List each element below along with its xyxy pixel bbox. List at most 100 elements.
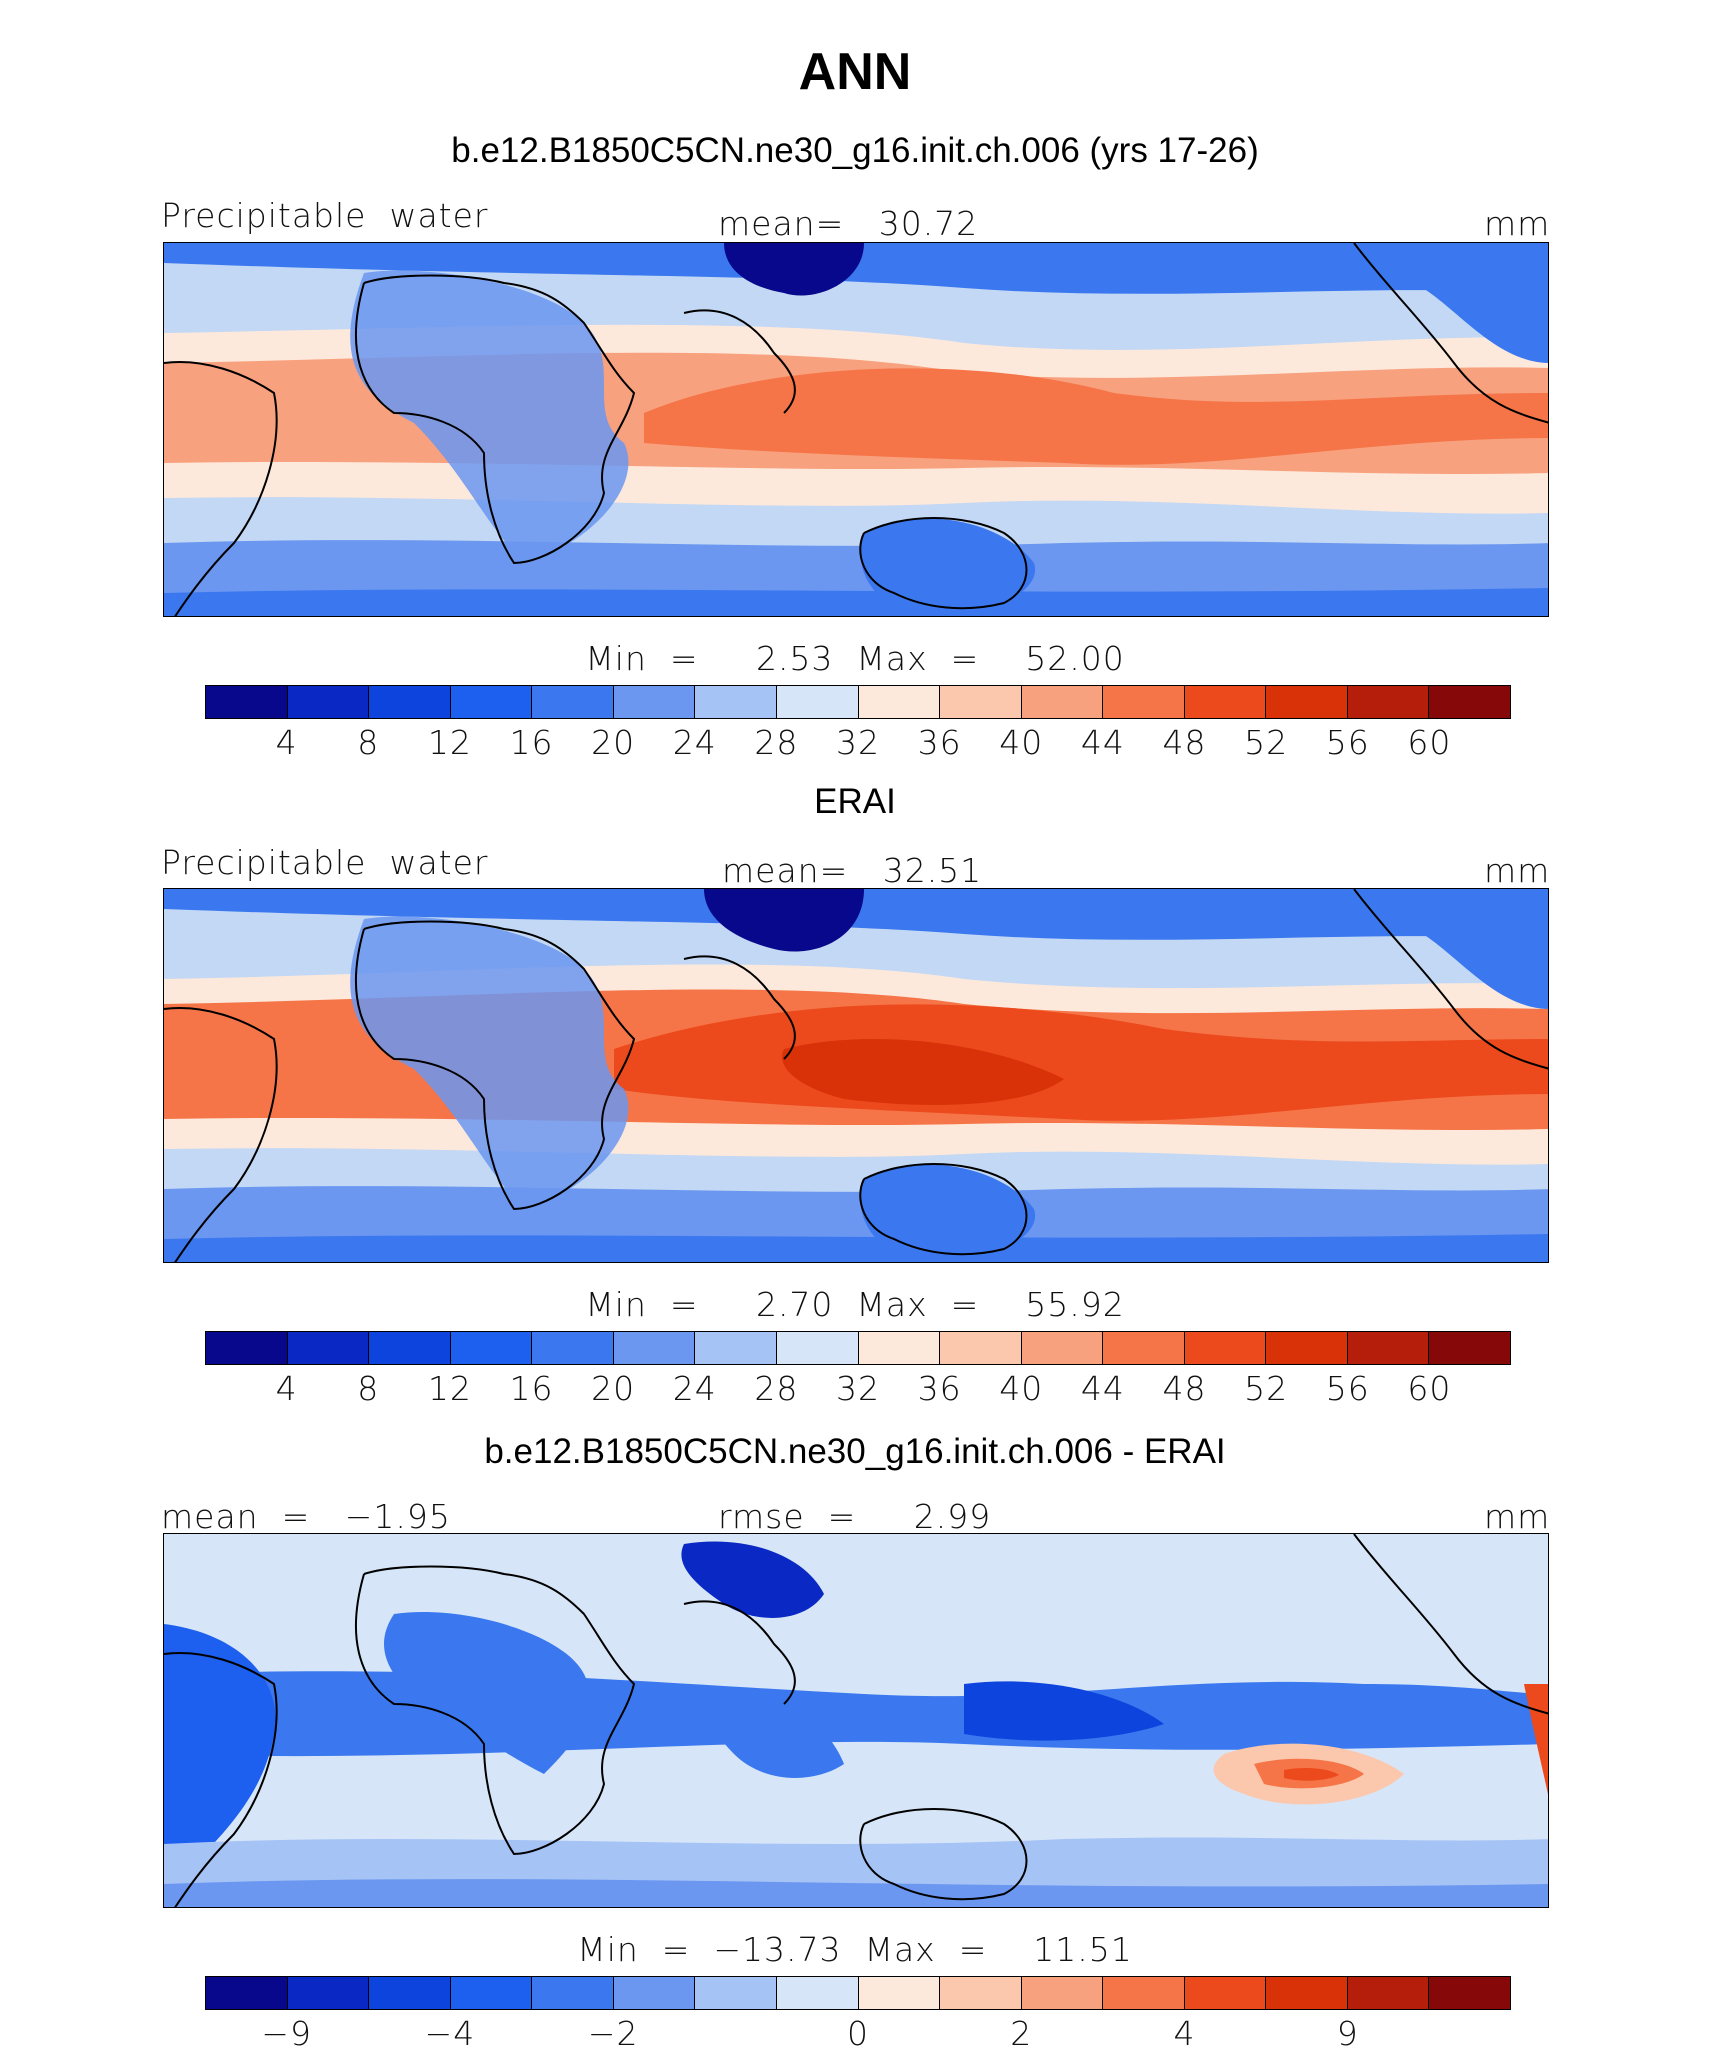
colorbar-tick-label: 24 (672, 723, 717, 762)
colorbar-tick-label: 40 (999, 723, 1044, 762)
colorbar-swatch (776, 1332, 859, 1364)
colorbar-swatch (613, 1977, 696, 2009)
colorbar-swatch (858, 1332, 941, 1364)
colorbar-swatch (1021, 1977, 1104, 2009)
diff-units-label: mm (1484, 1497, 1551, 1536)
colorbar-swatch (206, 1332, 288, 1364)
colorbar-swatch (369, 1977, 451, 2009)
colorbar-swatch (532, 1977, 614, 2009)
colorbar-swatch (1103, 686, 1185, 718)
model-map-svg (164, 243, 1548, 616)
colorbar-tick-label: 24 (672, 1369, 717, 1408)
colorbar-tick-label: 60 (1407, 723, 1452, 762)
colorbar-swatch (1429, 1977, 1510, 2009)
colorbar-tick-label: −4 (424, 2014, 476, 2053)
colorbar-tick-label: 52 (1244, 1369, 1289, 1408)
colorbar-swatch (1266, 1977, 1348, 2009)
colorbar-swatch (287, 686, 370, 718)
colorbar-swatch (858, 1977, 941, 2009)
colorbar-tick-label: 9 (1336, 2014, 1359, 2053)
colorbar-swatch (1266, 1332, 1348, 1364)
colorbar-tick-label: 2 (1010, 2014, 1033, 2053)
diff-colorbar (205, 1976, 1511, 2010)
colorbar-swatch (450, 1332, 533, 1364)
colorbar-swatch (695, 686, 777, 718)
colorbar-tick-label: 48 (1162, 723, 1207, 762)
colorbar-swatch (206, 1977, 288, 2009)
colorbar-swatch (695, 1332, 777, 1364)
obs-map-svg (164, 889, 1548, 1262)
colorbar-swatch (1429, 686, 1510, 718)
colorbar-tick-label: −2 (587, 2014, 639, 2053)
model-variable-label: Precipitable water (161, 196, 489, 235)
colorbar-tick-label: 36 (917, 1369, 962, 1408)
diff-rmse-label: rmse = 2.99 (718, 1497, 992, 1536)
colorbar-swatch (450, 686, 533, 718)
colorbar-tick-label: 16 (509, 1369, 554, 1408)
colorbar-swatch (858, 686, 941, 718)
diff-colorbar-ticks: −9 −4 −2 0 2 4 9 (205, 2014, 1511, 2054)
colorbar-swatch (1184, 1977, 1267, 2009)
colorbar-tick-label: 44 (1080, 723, 1125, 762)
colorbar-tick-label: 4 (1173, 2014, 1196, 2053)
colorbar-swatch (206, 686, 288, 718)
colorbar-swatch (1103, 1977, 1185, 2009)
colorbar-tick-label: 28 (754, 723, 799, 762)
colorbar-tick-label: 16 (509, 723, 554, 762)
model-units-label: mm (1484, 204, 1551, 243)
colorbar-swatch (369, 1332, 451, 1364)
colorbar-swatch (1347, 1977, 1430, 2009)
colorbar-swatch (1021, 1332, 1104, 1364)
colorbar-tick-label: 12 (427, 723, 472, 762)
colorbar-tick-label: 20 (591, 1369, 636, 1408)
colorbar-tick-label: 4 (275, 723, 298, 762)
colorbar-swatch (1184, 1332, 1267, 1364)
colorbar-tick-label: 52 (1244, 723, 1289, 762)
colorbar-swatch (695, 1977, 777, 2009)
colorbar-swatch (940, 1977, 1022, 2009)
colorbar-swatch (1021, 686, 1104, 718)
colorbar-swatch (1184, 686, 1267, 718)
diff-map-svg (164, 1534, 1548, 1907)
model-minmax-label: Min = 2.53 Max = 52.00 (585, 639, 1125, 678)
colorbar-swatch (940, 1332, 1022, 1364)
colorbar-tick-label: 12 (427, 1369, 472, 1408)
colorbar-tick-label: 20 (591, 723, 636, 762)
obs-colorbar-ticks: 4 8 12 16 20 24 28 32 36 40 44 48 52 56 60 (205, 1369, 1511, 1409)
colorbar-tick-label: 4 (275, 1369, 298, 1408)
colorbar-tick-label: 0 (847, 2014, 869, 2053)
colorbar-tick-label: 8 (357, 1369, 380, 1408)
colorbar-swatch (613, 1332, 696, 1364)
colorbar-tick-label: −9 (261, 2014, 312, 2053)
model-panel-title: b.e12.B1850C5CN.ne30_g16.init.ch.006 (yr… (451, 131, 1259, 170)
colorbar-swatch (450, 1977, 533, 2009)
obs-variable-label: Precipitable water (161, 843, 489, 882)
obs-precip-map (163, 888, 1549, 1263)
colorbar-tick-label: 56 (1325, 1369, 1370, 1408)
obs-colorbar (205, 1331, 1511, 1365)
model-colorbar (205, 685, 1511, 719)
colorbar-swatch (369, 686, 451, 718)
model-colorbar-ticks: 4 8 12 16 20 24 28 32 36 40 44 48 52 56 60 (205, 723, 1511, 763)
colorbar-tick-label: 36 (917, 723, 962, 762)
obs-panel-title: ERAI (814, 782, 896, 821)
colorbar-swatch (1347, 1332, 1430, 1364)
diff-minmax-label: Min = −13.73 Max = 11.51 (577, 1930, 1133, 1969)
colorbar-tick-label: 44 (1080, 1369, 1125, 1408)
obs-units-label: mm (1484, 851, 1551, 890)
colorbar-tick-label: 8 (357, 723, 380, 762)
colorbar-tick-label: 56 (1325, 723, 1370, 762)
diff-panel-title: b.e12.B1850C5CN.ne30_g16.init.ch.006 - E… (484, 1432, 1226, 1471)
colorbar-swatch (1266, 686, 1348, 718)
colorbar-tick-label: 32 (836, 1369, 880, 1408)
colorbar-swatch (1429, 1332, 1510, 1364)
colorbar-swatch (1103, 1332, 1185, 1364)
colorbar-swatch (776, 1977, 859, 2009)
colorbar-tick-label: 40 (999, 1369, 1044, 1408)
obs-minmax-label: Min = 2.70 Max = 55.92 (585, 1285, 1125, 1324)
obs-mean-label: mean= 32.51 (722, 851, 983, 890)
colorbar-swatch (287, 1332, 370, 1364)
colorbar-swatch (940, 686, 1022, 718)
diff-precip-map (163, 1533, 1549, 1908)
colorbar-swatch (776, 686, 859, 718)
